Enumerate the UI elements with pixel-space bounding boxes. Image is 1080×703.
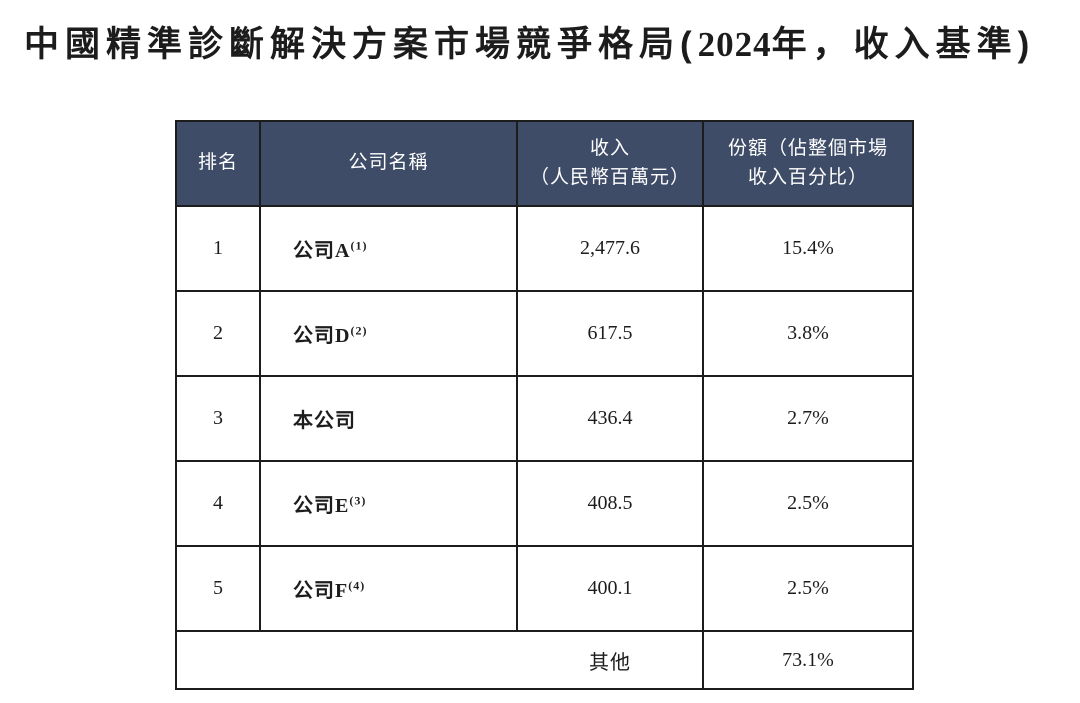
rank-cell: 2: [175, 290, 261, 377]
company-name: 公司E: [293, 495, 350, 517]
rank-cell: 4: [175, 460, 261, 547]
company-name: 公司A: [293, 240, 351, 262]
market-share-table: 排名 公司名稱 收入 （人民幣百萬元） 份額（佔整個市場 收入百分比） 1 公司…: [175, 120, 914, 690]
title-text-part2: 年，收入基準): [771, 25, 1036, 64]
table-row: 5 公司F(4) 400.1 2.5%: [175, 545, 914, 632]
table-row: 4 公司E(3) 408.5 2.5%: [175, 460, 914, 547]
share-cell: 2.7%: [702, 375, 914, 462]
revenue-cell: 436.4: [516, 375, 704, 462]
footnote-superscript: (3): [349, 493, 367, 508]
rank-cell: 5: [175, 545, 261, 632]
company-cell: 公司A(1): [259, 205, 518, 292]
others-row: 其他 73.1%: [175, 630, 914, 690]
company-cell: 本公司: [259, 375, 518, 462]
revenue-cell: 2,477.6: [516, 205, 704, 292]
company-cell: 公司E(3): [259, 460, 518, 547]
header-share-label-line1: 份額（佔整個市場: [727, 138, 888, 159]
header-cell-rank: 排名: [175, 120, 261, 207]
header-row: 排名 公司名稱 收入 （人民幣百萬元） 份額（佔整個市場 收入百分比）: [175, 120, 914, 207]
table-row: 2 公司D(2) 617.5 3.8%: [175, 290, 914, 377]
rank-cell: 3: [175, 375, 261, 462]
page-title: 中國精準診斷解決方案市場競爭格局(2024年，收入基準): [24, 16, 1074, 67]
footnote-superscript: (4): [348, 578, 366, 593]
table-row: 1 公司A(1) 2,477.6 15.4%: [175, 205, 914, 292]
header-cell-company: 公司名稱: [259, 120, 518, 207]
title-year: 2024: [697, 25, 772, 64]
header-share-label-line2: 收入百分比）: [747, 166, 868, 188]
rank-cell: 1: [175, 205, 261, 292]
header-cell-share: 份額（佔整個市場 收入百分比）: [702, 120, 914, 207]
revenue-cell: 400.1: [516, 545, 704, 632]
revenue-cell: 617.5: [516, 290, 704, 377]
table-row: 3 本公司 436.4 2.7%: [175, 375, 914, 462]
share-cell: 2.5%: [702, 460, 914, 547]
company-name: 公司F: [293, 580, 349, 602]
company-cell: 公司D(2): [259, 290, 518, 377]
share-cell: 3.8%: [702, 290, 914, 377]
company-cell: 公司F(4): [259, 545, 518, 632]
share-cell: 2.5%: [702, 545, 914, 632]
header-company-label: 公司名稱: [348, 152, 429, 174]
company-name: 本公司: [293, 410, 356, 432]
header-revenue-label-line1: 收入: [589, 138, 630, 159]
header-revenue-label-line2: （人民幣百萬元）: [529, 166, 690, 188]
header-cell-revenue: 收入 （人民幣百萬元）: [516, 120, 704, 207]
table-header: 排名 公司名稱 收入 （人民幣百萬元） 份額（佔整個市場 收入百分比）: [175, 120, 914, 207]
table-body: 1 公司A(1) 2,477.6 15.4% 2 公司D(2) 617.5 3.…: [175, 205, 914, 690]
title-text-part1: 中國精準診斷解決方案市場競爭格局(: [24, 25, 698, 64]
share-cell: 15.4%: [702, 205, 914, 292]
footnote-superscript: (1): [350, 238, 368, 253]
footnote-superscript: (2): [350, 323, 368, 338]
others-label-cell: 其他: [175, 630, 704, 690]
others-share-cell: 73.1%: [702, 630, 914, 690]
company-name: 公司D: [293, 325, 351, 347]
header-rank-label: 排名: [197, 152, 238, 174]
revenue-cell: 408.5: [516, 460, 704, 547]
